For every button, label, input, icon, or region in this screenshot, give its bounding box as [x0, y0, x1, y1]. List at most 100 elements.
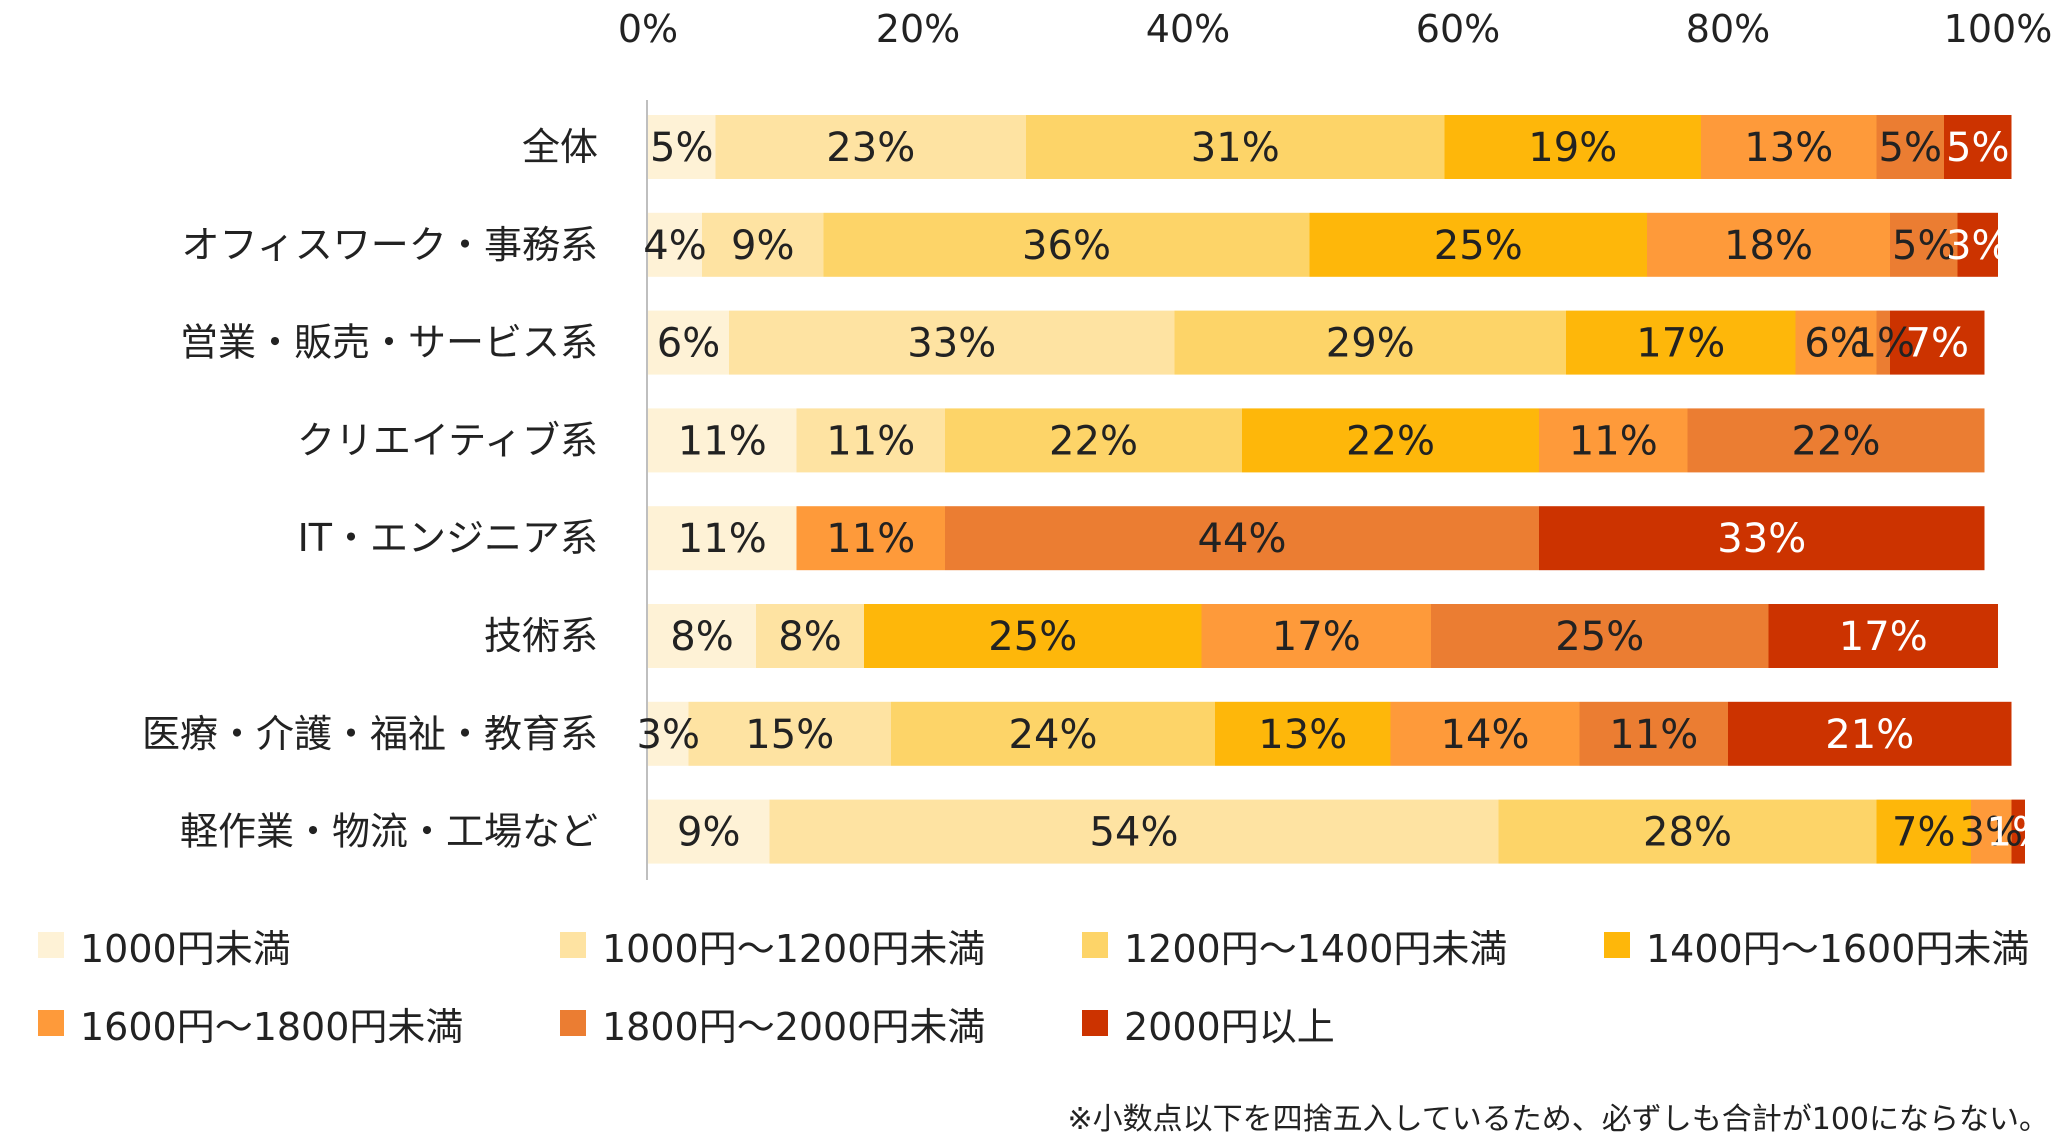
data-label: 13%: [1258, 712, 1347, 758]
bar-segment: [648, 701, 689, 766]
bar-segment: [945, 506, 1539, 571]
legend-swatch: [1082, 932, 1108, 958]
x-tick-label: 80%: [1686, 7, 1770, 51]
data-label: 6%: [657, 321, 720, 367]
legend-swatch: [38, 932, 64, 958]
bar-segment: [648, 115, 716, 179]
legend-swatch: [38, 1010, 64, 1036]
data-label: 25%: [1434, 223, 1523, 269]
data-label: 25%: [988, 614, 1077, 660]
data-label: 3%: [1946, 223, 2009, 269]
data-label: 11%: [678, 516, 767, 562]
bar-segment: [648, 506, 797, 571]
bar-segment: [756, 604, 864, 668]
bar-segment: [1242, 408, 1539, 473]
x-tick-label: 0%: [618, 7, 678, 51]
data-label: 5%: [1946, 125, 2009, 171]
data-label: 13%: [1744, 125, 1833, 171]
data-label: 7%: [1892, 810, 1955, 856]
bar-segment: [1971, 799, 2012, 864]
data-label: 54%: [1090, 810, 1179, 856]
data-label: 31%: [1191, 125, 1280, 171]
data-label: 3%: [637, 712, 700, 758]
data-label: 11%: [1609, 712, 1698, 758]
bar-segment: [648, 212, 702, 277]
data-label: 8%: [670, 614, 733, 660]
bar-segment: [1444, 115, 1701, 179]
bar-segment: [688, 701, 891, 766]
data-label: 21%: [1825, 712, 1914, 758]
bar-segment: [1890, 212, 1958, 277]
data-label: 11%: [678, 418, 767, 464]
legend-item: 1000円未満: [38, 920, 291, 971]
legend-label: 1000円未満: [80, 926, 291, 971]
data-label: 4%: [643, 223, 706, 269]
bar-segment: [1174, 310, 1566, 375]
bar-segment: [1944, 115, 2012, 179]
bar-segment: [1539, 408, 1688, 473]
data-label: 17%: [1839, 614, 1928, 660]
bar-segment: [1431, 604, 1769, 668]
data-label: 28%: [1643, 810, 1732, 856]
bar-segment: [1876, 115, 1944, 179]
bar-segment: [2011, 799, 2025, 864]
bar-segment: [1579, 701, 1728, 766]
data-label: 6%: [1804, 321, 1867, 367]
data-label: 29%: [1326, 321, 1415, 367]
bar-segment: [1215, 701, 1391, 766]
data-label: 22%: [1049, 418, 1138, 464]
x-tick-label: 20%: [876, 7, 960, 51]
x-tick-label: 100%: [1944, 7, 2053, 51]
bar-segment: [796, 408, 945, 473]
legend-label: 1400円～1600円未満: [1646, 926, 2030, 971]
bar-segment: [823, 212, 1310, 277]
bar-segment: [1728, 701, 2012, 766]
bar-segment: [729, 310, 1175, 375]
legend-swatch: [560, 932, 586, 958]
bar-segment: [1768, 604, 1998, 668]
legend-label: 1600円～1800円未満: [80, 1004, 464, 1049]
category-label: 営業・販売・サービス系: [180, 321, 598, 365]
bar-segment: [1026, 115, 1445, 179]
data-label: 9%: [731, 223, 794, 269]
bar-segment: [648, 799, 770, 864]
data-label: 5%: [1879, 125, 1942, 171]
bar-segment: [1890, 310, 1985, 375]
data-label: 5%: [1892, 223, 1955, 269]
data-label: 22%: [1346, 418, 1435, 464]
bar-segment: [702, 212, 824, 277]
bar-segment: [648, 604, 756, 668]
legend-label: 1000円～1200円未満: [602, 926, 986, 971]
bar-segment: [1539, 506, 1985, 571]
data-label: 3%: [1960, 810, 2023, 856]
bar-segment: [1687, 408, 1985, 473]
data-label: 24%: [1009, 712, 1098, 758]
legend-item: 1600円～1800円未満: [38, 998, 464, 1049]
category-label: 技術系: [484, 614, 598, 658]
bar-segment: [769, 799, 1499, 864]
bars: [648, 115, 2025, 864]
bar-segment: [1566, 310, 1796, 375]
bar-segment: [1498, 799, 1877, 864]
bar-segment: [864, 604, 1202, 668]
x-tick-label: 40%: [1146, 7, 1230, 51]
data-label: 18%: [1724, 223, 1813, 269]
legend-item: 1200円～1400円未満: [1082, 920, 1508, 971]
bar-segment: [945, 408, 1242, 473]
legend-label: 1800円～2000円未満: [602, 1004, 986, 1049]
data-label: 9%: [677, 810, 740, 856]
bar-segment: [648, 310, 729, 375]
data-label: 25%: [1555, 614, 1644, 660]
bar-segment: [715, 115, 1026, 179]
data-label: 11%: [826, 418, 915, 464]
data-label: 1%: [1987, 810, 2050, 856]
data-label: 7%: [1906, 321, 1969, 367]
bar-segment: [1795, 310, 1877, 375]
legend-swatch: [1082, 1010, 1108, 1036]
legend-swatch: [1604, 932, 1630, 958]
legend-item: 1400円～1600円未満: [1604, 920, 2030, 971]
bar-segment: [1309, 212, 1647, 277]
bar-segment: [1390, 701, 1580, 766]
bar-segment: [648, 408, 797, 473]
legend-label: 1200円～1400円未満: [1124, 926, 1508, 971]
